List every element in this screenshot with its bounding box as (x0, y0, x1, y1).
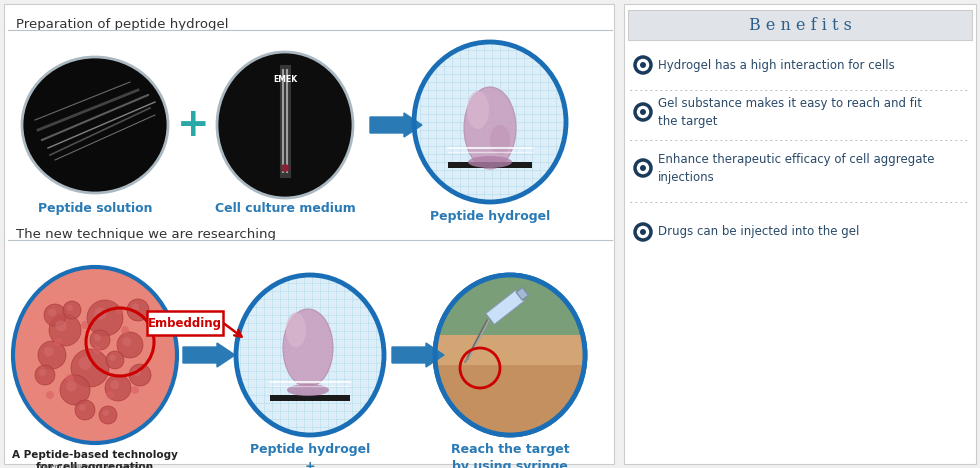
Circle shape (35, 365, 55, 385)
Text: Hydrogel has a high interaction for cells: Hydrogel has a high interaction for cell… (658, 58, 895, 72)
Bar (628, 10, 972, 40)
Ellipse shape (464, 87, 516, 169)
Circle shape (127, 299, 149, 321)
Bar (624, 4, 976, 464)
Text: Enhance therapeutic efficacy of cell aggregate
injections: Enhance therapeutic efficacy of cell agg… (658, 153, 935, 183)
Ellipse shape (13, 267, 177, 443)
FancyArrow shape (183, 343, 235, 367)
Text: Cell culture medium: Cell culture medium (215, 202, 356, 215)
Circle shape (46, 391, 54, 399)
Circle shape (110, 355, 116, 361)
Circle shape (640, 165, 646, 171)
Text: (Patent Publication No. 5498734,
Unexamined Patent Publication No. 2014-218474): (Patent Publication No. 5498734, Unexami… (8, 463, 182, 468)
Circle shape (105, 375, 131, 401)
Ellipse shape (22, 57, 168, 193)
Ellipse shape (286, 313, 306, 348)
Circle shape (131, 386, 139, 394)
Ellipse shape (217, 52, 353, 198)
Ellipse shape (414, 42, 566, 202)
Circle shape (106, 351, 124, 369)
Circle shape (81, 321, 89, 329)
Circle shape (116, 306, 124, 314)
Circle shape (44, 304, 66, 326)
Text: +: + (176, 106, 210, 144)
Text: Gel substance makes it easy to reach and fit
the target: Gel substance makes it easy to reach and… (658, 96, 922, 127)
Bar (270, 395, 350, 401)
Ellipse shape (287, 384, 329, 396)
Bar (448, 162, 532, 168)
Circle shape (67, 305, 73, 311)
Circle shape (63, 301, 81, 319)
Text: Peptide solution: Peptide solution (38, 202, 152, 215)
Circle shape (640, 229, 646, 235)
Text: The new technique we are researching: The new technique we are researching (16, 228, 276, 241)
Text: Embedding: Embedding (148, 316, 222, 329)
Circle shape (66, 374, 74, 382)
Circle shape (66, 381, 76, 392)
Text: B e n e f i t s: B e n e f i t s (749, 16, 852, 34)
Bar (4, 4, 614, 464)
Circle shape (43, 347, 53, 357)
Bar (435, 365, 585, 435)
Bar (516, 287, 528, 300)
Text: Drugs can be injected into the gel: Drugs can be injected into the gel (658, 226, 859, 239)
Circle shape (94, 307, 107, 320)
Circle shape (129, 364, 151, 386)
Circle shape (635, 104, 651, 120)
Circle shape (110, 380, 120, 389)
Text: A Peptide-based technology
for cell aggregation: A Peptide-based technology for cell aggr… (12, 450, 178, 468)
Ellipse shape (236, 275, 384, 435)
Circle shape (106, 391, 114, 399)
Circle shape (635, 160, 651, 176)
Ellipse shape (468, 156, 512, 168)
Text: Peptide hydrogel: Peptide hydrogel (430, 210, 550, 223)
Ellipse shape (490, 125, 510, 155)
Bar (486, 290, 524, 324)
Circle shape (87, 300, 123, 336)
Circle shape (640, 109, 646, 115)
Circle shape (78, 357, 92, 370)
Circle shape (93, 346, 101, 354)
Bar (435, 275, 585, 335)
Ellipse shape (281, 164, 289, 172)
Circle shape (131, 303, 139, 311)
Circle shape (56, 321, 67, 332)
Circle shape (122, 337, 131, 346)
Bar (435, 335, 585, 365)
Circle shape (103, 410, 109, 416)
Text: Preparation of peptide hydrogel: Preparation of peptide hydrogel (16, 18, 228, 31)
Circle shape (39, 369, 46, 376)
Circle shape (117, 332, 143, 358)
FancyBboxPatch shape (147, 311, 223, 335)
Circle shape (75, 400, 95, 420)
Circle shape (99, 406, 117, 424)
Circle shape (90, 330, 110, 350)
Circle shape (635, 57, 651, 73)
Ellipse shape (283, 309, 333, 387)
Circle shape (48, 308, 56, 316)
FancyArrow shape (370, 113, 422, 137)
Ellipse shape (435, 275, 585, 435)
Ellipse shape (467, 91, 489, 129)
Circle shape (38, 341, 66, 369)
Circle shape (79, 404, 86, 411)
Text: EMEK: EMEK (273, 75, 297, 84)
Circle shape (94, 334, 101, 341)
Circle shape (121, 326, 129, 334)
Text: Reach the target
by using syringe: Reach the target by using syringe (451, 443, 569, 468)
Circle shape (640, 62, 646, 68)
FancyArrow shape (392, 343, 444, 367)
Circle shape (133, 368, 141, 376)
Circle shape (71, 349, 109, 387)
Circle shape (60, 375, 90, 405)
Circle shape (635, 224, 651, 240)
Circle shape (54, 338, 62, 346)
Text: Peptide hydrogel
+
Cell aggregation: Peptide hydrogel + Cell aggregation (250, 443, 370, 468)
Circle shape (49, 314, 81, 346)
